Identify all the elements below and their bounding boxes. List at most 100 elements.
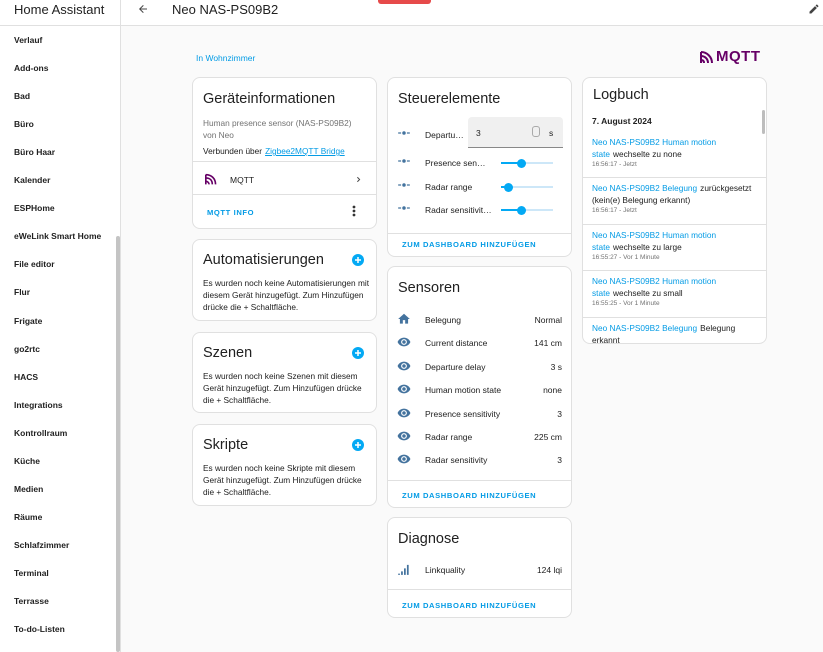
- card-title: Skripte: [203, 437, 249, 453]
- sensor-value: 3: [557, 408, 562, 419]
- chevron: [357, 176, 361, 183]
- log-entity[interactable]: Neo NAS-PS09B2 Belegung: [592, 183, 698, 194]
- edit-button[interactable]: [808, 3, 820, 15]
- connection-link[interactable]: Zigbee2MQTT Bridge: [265, 146, 345, 156]
- sensor-row[interactable]: Current distance 141 cm: [388, 333, 571, 353]
- sensor-label: Human motion state: [425, 385, 502, 396]
- nav-item[interactable]: Frigate: [14, 315, 43, 326]
- sensor-icon: [397, 384, 411, 394]
- sensor-icon: [397, 361, 411, 371]
- slider-knob[interactable]: [504, 183, 513, 192]
- signal-icon-shape: [398, 564, 409, 575]
- diagnostic-label: Linkquality: [425, 565, 466, 575]
- nav-item[interactable]: Schlafzimmer: [14, 539, 70, 550]
- diagnostic-row[interactable]: Linkquality 124 lqi: [388, 560, 571, 580]
- input-spinner: [532, 126, 540, 137]
- log-message: wechselte zu none: [613, 149, 682, 159]
- card-title: Logbuch: [593, 87, 649, 103]
- nav-item[interactable]: Büro: [14, 119, 34, 130]
- slider-knob[interactable]: [517, 206, 526, 215]
- sidebar: Home Assistant Verlauf Add-ons Bad Büro Büro…: [0, 0, 121, 652]
- log-entity[interactable]: Neo NAS-PS09B2 Belegung: [592, 322, 698, 333]
- sensor-label: Radar sensitivity: [425, 455, 488, 466]
- add-dashboard-button[interactable]: ZUM DASHBOARD HINZUFÜGEN: [402, 491, 537, 500]
- sensor-label: Radar range: [425, 432, 473, 442]
- nav-item[interactable]: Kontrollraum: [14, 427, 68, 438]
- divider: [583, 177, 766, 179]
- log-date: 7. August 2024: [592, 116, 652, 126]
- connection-prefix: Verbunden über: [203, 146, 263, 156]
- card-title: Steuerelemente: [398, 91, 501, 107]
- slider-track[interactable]: [501, 186, 553, 188]
- area-link[interactable]: In Wohnzimmer: [196, 53, 256, 63]
- scripts-card: Skripte Es wurden noch keine Skripte mit …: [192, 424, 377, 506]
- manufacturer: von Neo: [203, 130, 234, 140]
- slider-knob[interactable]: [517, 159, 526, 168]
- mqtt-icon: [205, 173, 217, 185]
- control-label: Radar sensitivit…: [425, 205, 492, 215]
- diagnostic-value: 124 lqi: [536, 565, 562, 575]
- nav-item[interactable]: eWeLink Smart Home: [14, 231, 102, 242]
- model: Human presence sensor (NAS-PS09B2): [203, 118, 352, 128]
- log-message: wechselte zu large: [613, 241, 682, 252]
- nav-item[interactable]: File editor: [14, 259, 55, 270]
- nav-item[interactable]: Räume: [14, 511, 43, 522]
- sensor-icon: [397, 338, 411, 347]
- log-entity[interactable]: Neo NAS-PS09B2 Human motion state: [592, 229, 717, 252]
- signal-icon: [398, 564, 409, 575]
- add-button[interactable]: [352, 439, 364, 451]
- slider-fill: [501, 162, 521, 164]
- device-info-card: Geräteinformationen Human presence senso…: [192, 77, 377, 229]
- sensor-icon: [398, 313, 410, 324]
- control-label: Presence sen…: [425, 158, 486, 168]
- nav-item[interactable]: Bad: [14, 91, 31, 102]
- nav-item[interactable]: Terrasse: [14, 596, 49, 606]
- log-entity[interactable]: Neo NAS-PS09B2 Human motion state: [592, 276, 717, 299]
- log-text: Neo NAS-PS09B2 Belegung Belegung erkannt: [592, 322, 760, 344]
- nav-item[interactable]: Medien: [14, 483, 44, 494]
- sensor-value: 225 cm: [534, 432, 562, 442]
- sensor-row[interactable]: Belegung Normal: [388, 310, 571, 330]
- sensor-row[interactable]: Radar range 225 cm: [388, 427, 571, 447]
- nav-item[interactable]: Integrations: [14, 399, 63, 410]
- nav-item[interactable]: Büro Haar: [14, 147, 56, 158]
- nav-item[interactable]: Kalender: [14, 175, 51, 186]
- nav-item[interactable]: ESPHome: [14, 203, 55, 214]
- menu-button[interactable]: [348, 204, 360, 218]
- card-text: Es wurden noch keine Automatisierungen m…: [203, 278, 370, 312]
- back-button[interactable]: [137, 3, 149, 15]
- nav-item[interactable]: Flur: [14, 287, 31, 298]
- sensor-label: Presence sensitivity: [425, 408, 501, 419]
- sensor-row[interactable]: Radar sensitivity 3: [388, 450, 571, 470]
- nav-item[interactable]: Verlauf: [14, 35, 43, 45]
- nav-item[interactable]: To-do-Listen: [14, 624, 65, 635]
- control-label: Departu…: [425, 130, 464, 140]
- sensor-icon-shape: [397, 431, 411, 441]
- log-text: Neo NAS-PS09B2 Human motion state wechsel…: [592, 229, 760, 253]
- mqtt-info-button[interactable]: MQTT INFO: [207, 208, 255, 217]
- add-button[interactable]: [352, 347, 364, 359]
- control-icon-shape: [398, 131, 410, 135]
- log-message: Belegung erkannt: [592, 322, 736, 344]
- log-entry: Neo NAS-PS09B2 Belegung Belegung erkannt: [592, 322, 760, 344]
- sensor-row[interactable]: Human motion state none: [388, 380, 571, 400]
- log-entity[interactable]: Neo NAS-PS09B2 Human motion state: [592, 137, 717, 159]
- sensor-row[interactable]: Departure delay 3 s: [388, 357, 571, 377]
- slider-track[interactable]: [501, 209, 553, 211]
- add-button[interactable]: [352, 254, 364, 266]
- add-dashboard-button[interactable]: ZUM DASHBOARD HINZUFÜGEN: [402, 601, 537, 610]
- badge: [378, 0, 431, 4]
- add-dashboard-button[interactable]: ZUM DASHBOARD HINZUFÜGEN: [402, 240, 537, 249]
- sensor-row[interactable]: Presence sensitivity 3: [388, 404, 571, 424]
- nav-item[interactable]: Küche: [14, 455, 40, 466]
- nav-item[interactable]: go2rtc: [14, 343, 40, 354]
- slider-track[interactable]: [501, 162, 553, 164]
- page-title: Neo NAS-PS09B2: [172, 2, 279, 17]
- nav-item[interactable]: HACS: [14, 371, 39, 382]
- nav-item[interactable]: Terminal: [14, 567, 49, 578]
- nav-item[interactable]: Add-ons: [14, 63, 49, 74]
- sensor-value: 141 cm: [534, 338, 562, 349]
- integration[interactable]: MQTT: [230, 175, 255, 185]
